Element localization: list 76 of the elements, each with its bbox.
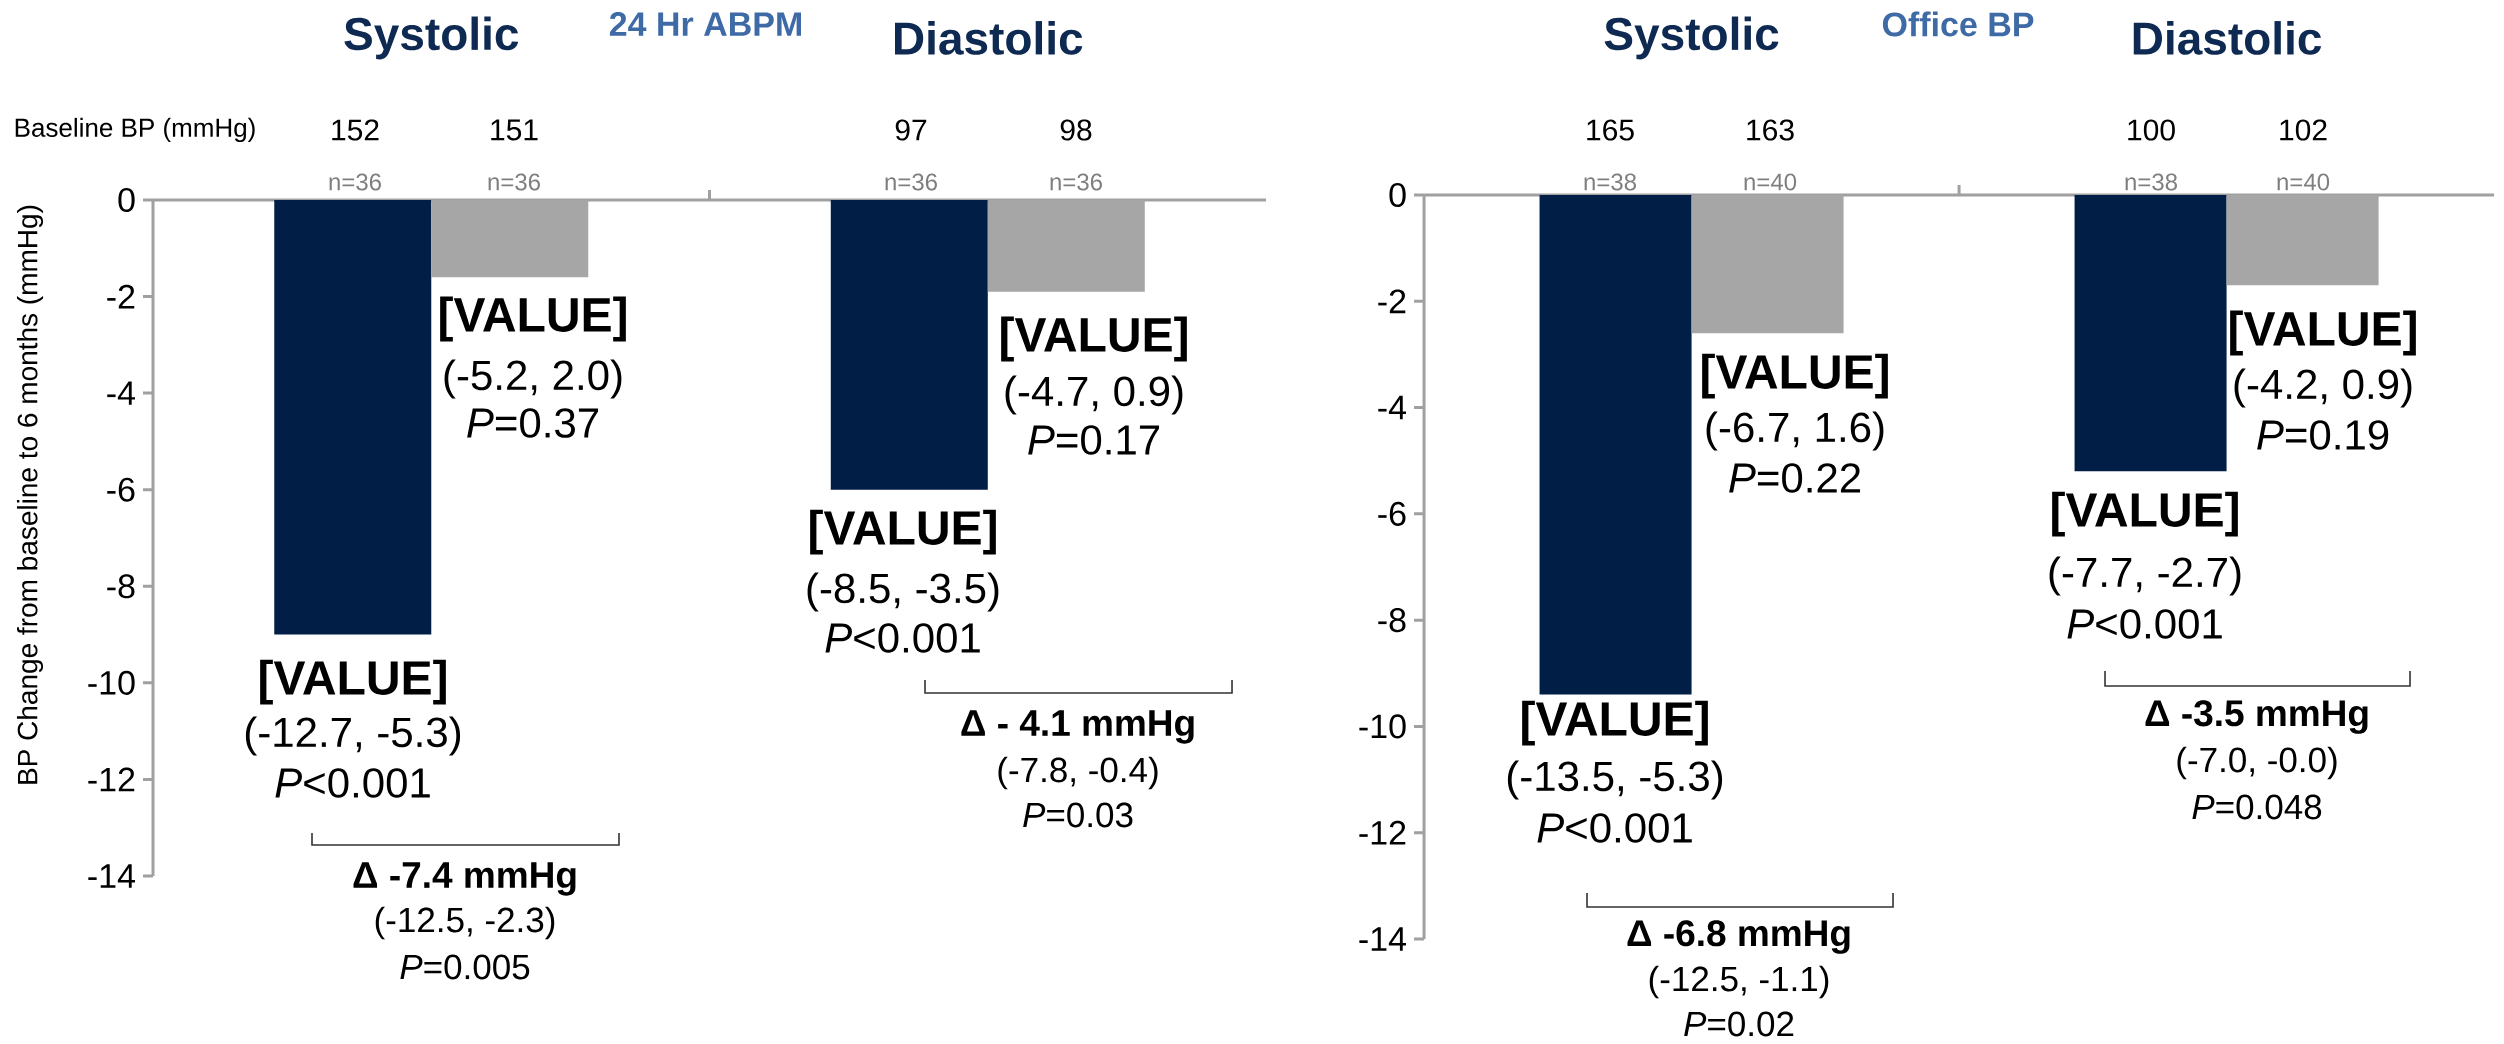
y-tick-label: -14 [88, 864, 135, 888]
data-label: [VALUE] [1001, 316, 1187, 362]
annotation: (-8.5, -3.5) [807, 572, 999, 612]
x-tick-label: Diastolic [2133, 21, 2322, 55]
annotation: P=0.048 [2192, 794, 2322, 820]
annotation: Δ -7.4 mmHg [353, 862, 576, 896]
text: n=36 [885, 173, 937, 191]
annotation: P<0.001 [825, 623, 980, 653]
x-tick-label: Systolic [1604, 16, 1779, 60]
annotation: (-7.7, -2.7) [2049, 556, 2241, 596]
data-label: [VALUE] [440, 296, 626, 342]
text: n=40 [2277, 173, 2330, 191]
x-tick-label: Systolic [344, 16, 519, 60]
y-axis-title: BP Change from baseline to 6 months (mmHg) [16, 205, 44, 784]
text: n=38 [2125, 173, 2177, 191]
annotation: (-4.2, 0.9) [2234, 368, 2412, 408]
y-tick-label: -8 [107, 574, 135, 599]
y-tick-label: -6 [1378, 501, 1406, 526]
y-tick-label: -12 [88, 767, 135, 792]
y-tick-label: -12 [1359, 820, 1406, 845]
annotation: (-4.7, 0.9) [1005, 375, 1183, 415]
data-label: [VALUE] [2230, 310, 2416, 356]
annotation: Δ -6.8 mmHg [1627, 920, 1850, 954]
annotation: P=0.17 [1028, 425, 1160, 455]
y-tick-label: -8 [1378, 608, 1406, 633]
y-tick-label: -14 [1359, 927, 1406, 951]
annotation: (-7.8, -0.4) [998, 756, 1158, 790]
text: 165 [1587, 119, 1634, 141]
text: 97 [895, 119, 927, 141]
y-tick-label: -4 [1378, 395, 1407, 420]
annotation: Δ -3.5 mmHg [2145, 700, 2368, 734]
text: n=36 [1050, 173, 1102, 191]
text: 152 [332, 119, 379, 141]
annotation: P=0.03 [1023, 802, 1133, 828]
data-label: [VALUE] [260, 659, 446, 705]
x-tick-label: Diastolic [894, 21, 1083, 55]
data-label: [VALUE] [1522, 700, 1708, 746]
annotation: (-7.0, -0.0) [2177, 746, 2337, 780]
text: 163 [1747, 119, 1794, 141]
annotation: P<0.001 [275, 768, 430, 798]
chart-title: Office BP [1882, 11, 2034, 37]
data-label: [VALUE] [2052, 491, 2238, 537]
y-tick-label: -10 [88, 670, 135, 695]
annotation: P=0.37 [467, 408, 599, 438]
text: n=38 [1584, 173, 1636, 191]
text: 100 [2128, 119, 2175, 141]
annotation: (-13.5, -5.3) [1507, 760, 1723, 800]
text: 102 [2280, 119, 2327, 141]
y-tick-label: -4 [107, 381, 135, 405]
text: Baseline BP (mmHg) [15, 117, 255, 143]
y-tick-label: -10 [1359, 714, 1406, 739]
annotation: (-12.7, -5.3) [245, 716, 461, 756]
annotation: P<0.001 [1537, 813, 1692, 843]
annotation: P=0.22 [1729, 463, 1861, 493]
annotation: (-6.7, 1.6) [1706, 411, 1884, 451]
y-tick-label: 0 [118, 187, 135, 213]
y-tick-label: -2 [1378, 289, 1406, 314]
data-label: [VALUE] [1702, 353, 1888, 399]
text: 98 [1060, 119, 1092, 141]
y-tick-label: -6 [107, 477, 135, 502]
data-label: [VALUE] [810, 509, 996, 555]
text: (-12.5, -1.1) [1649, 965, 1829, 999]
text: P=0.005 [400, 954, 530, 980]
text: (-12.5, -2.3) [375, 906, 555, 940]
annotation: P<0.001 [2067, 609, 2222, 639]
text: n=36 [329, 173, 381, 191]
chart-title: 24 Hr ABPM [609, 12, 801, 36]
annotation: P=0.19 [2257, 420, 2389, 450]
y-tick-label: -2 [107, 284, 135, 309]
annotation: (-5.2, 2.0) [444, 359, 622, 399]
annotation: Δ - 4.1 mmHg [961, 710, 1194, 744]
y-tick-label: 0 [1389, 182, 1406, 208]
text: n=36 [488, 173, 540, 191]
text: P=0.02 [1684, 1011, 1794, 1037]
text: 151 [491, 119, 538, 141]
text: n=40 [1744, 173, 1797, 191]
